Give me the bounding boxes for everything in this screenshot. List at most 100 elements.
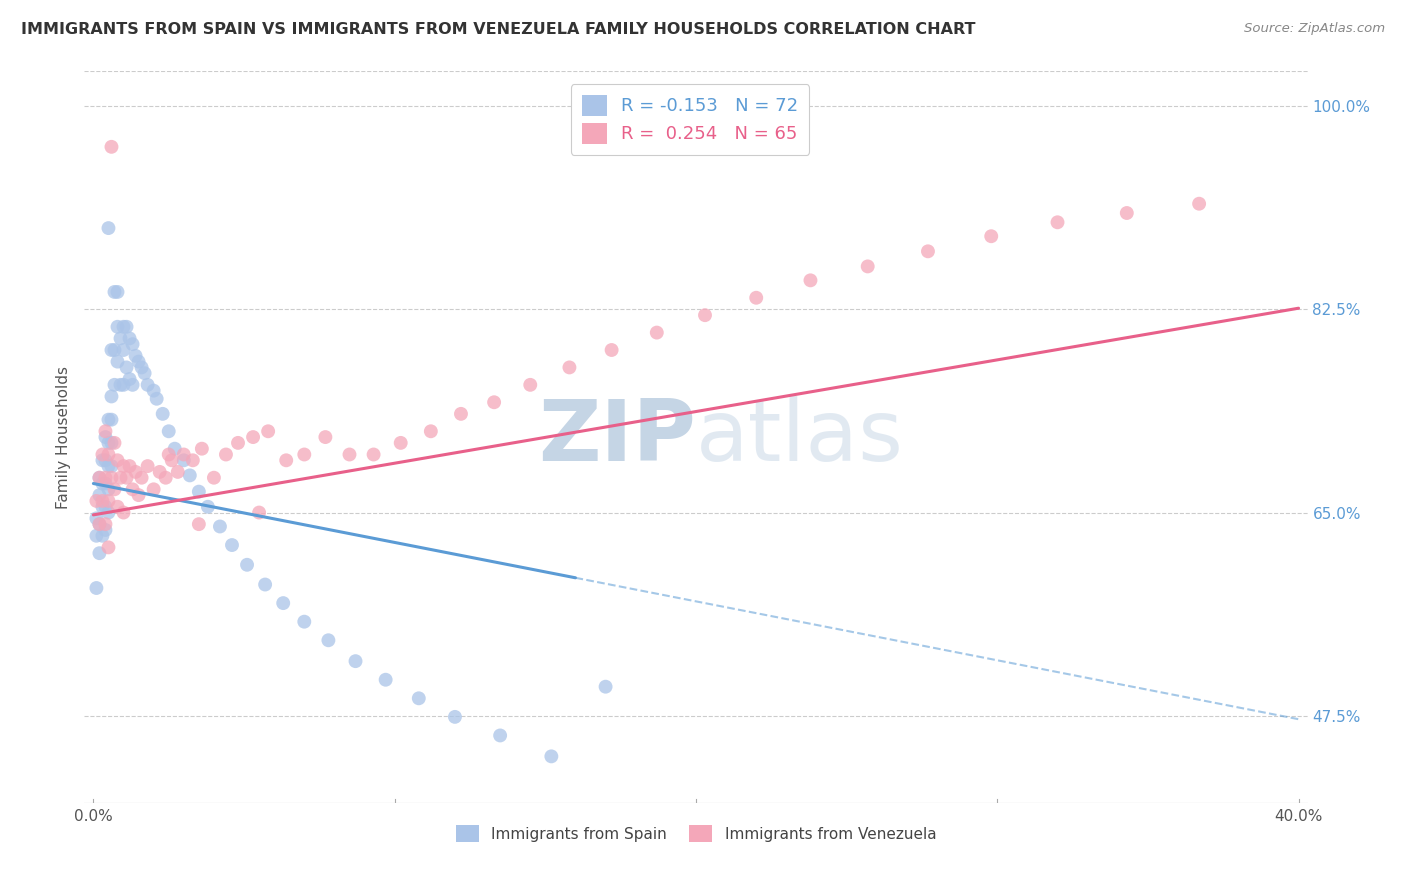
Point	[600, 343, 623, 357]
Point	[128, 354, 150, 368]
Point	[121, 337, 143, 351]
Text: IMMIGRANTS FROM SPAIN VS IMMIGRANTS FROM VENEZUELA FAMILY HOUSEHOLDS CORRELATION: IMMIGRANTS FROM SPAIN VS IMMIGRANTS FROM…	[21, 22, 976, 37]
Point	[314, 430, 336, 444]
Point	[173, 448, 195, 462]
Point	[89, 471, 111, 485]
Point	[344, 654, 367, 668]
Point	[124, 465, 146, 479]
Point	[257, 424, 280, 438]
Point	[86, 494, 108, 508]
Point	[799, 273, 821, 287]
Point	[94, 453, 117, 467]
Point	[103, 285, 125, 299]
Point	[91, 476, 114, 491]
Point	[94, 471, 117, 485]
Point	[86, 529, 108, 543]
Point	[103, 343, 125, 357]
Point	[163, 442, 186, 456]
Point	[91, 500, 114, 514]
Point	[91, 453, 114, 467]
Point	[1115, 206, 1137, 220]
Point	[160, 453, 183, 467]
Point	[121, 483, 143, 497]
Point	[276, 453, 298, 467]
Point	[131, 471, 153, 485]
Point	[97, 448, 120, 462]
Point	[450, 407, 472, 421]
Point	[980, 229, 1002, 244]
Text: atlas: atlas	[696, 395, 904, 479]
Point	[100, 140, 122, 154]
Point	[107, 453, 129, 467]
Point	[221, 538, 243, 552]
Point	[142, 384, 165, 398]
Point	[118, 331, 141, 345]
Point	[1046, 215, 1069, 229]
Point	[693, 308, 716, 322]
Point	[131, 360, 153, 375]
Point	[103, 436, 125, 450]
Point	[271, 596, 294, 610]
Point	[136, 377, 159, 392]
Point	[292, 615, 315, 629]
Point	[94, 424, 117, 438]
Point	[115, 319, 138, 334]
Point	[86, 511, 108, 525]
Point	[236, 558, 259, 572]
Point	[856, 260, 879, 274]
Point	[136, 459, 159, 474]
Point	[110, 471, 132, 485]
Point	[145, 392, 167, 406]
Point	[107, 285, 129, 299]
Point	[645, 326, 668, 340]
Point	[339, 448, 361, 462]
Point	[363, 448, 385, 462]
Point	[89, 517, 111, 532]
Point	[103, 483, 125, 497]
Point	[91, 494, 114, 508]
Point	[124, 349, 146, 363]
Point	[226, 436, 249, 450]
Text: Source: ZipAtlas.com: Source: ZipAtlas.com	[1244, 22, 1385, 36]
Point	[91, 448, 114, 462]
Point	[408, 691, 430, 706]
Point	[94, 476, 117, 491]
Point	[118, 372, 141, 386]
Y-axis label: Family Households: Family Households	[56, 366, 72, 508]
Point	[242, 430, 264, 444]
Point	[157, 424, 180, 438]
Point	[97, 483, 120, 497]
Point	[97, 221, 120, 235]
Point	[100, 343, 122, 357]
Point	[389, 436, 412, 450]
Point	[107, 500, 129, 514]
Point	[86, 581, 108, 595]
Point	[595, 680, 617, 694]
Point	[97, 494, 120, 508]
Point	[97, 541, 120, 555]
Point	[94, 430, 117, 444]
Point	[374, 673, 396, 687]
Point	[89, 546, 111, 560]
Point	[157, 448, 180, 462]
Point	[100, 389, 122, 403]
Point	[100, 436, 122, 450]
Point	[1188, 196, 1211, 211]
Text: ZIP: ZIP	[538, 395, 696, 479]
Point	[89, 471, 111, 485]
Point	[103, 377, 125, 392]
Text: 40.0%: 40.0%	[1274, 809, 1323, 823]
Point	[215, 448, 238, 462]
Point	[97, 412, 120, 426]
Point	[166, 465, 188, 479]
Point	[107, 354, 129, 368]
Point	[540, 749, 562, 764]
Point	[115, 471, 138, 485]
Point	[187, 484, 209, 499]
Point	[94, 500, 117, 514]
Point	[745, 291, 768, 305]
Point	[112, 506, 135, 520]
Point	[191, 442, 214, 456]
Point	[444, 710, 467, 724]
Point	[97, 506, 120, 520]
